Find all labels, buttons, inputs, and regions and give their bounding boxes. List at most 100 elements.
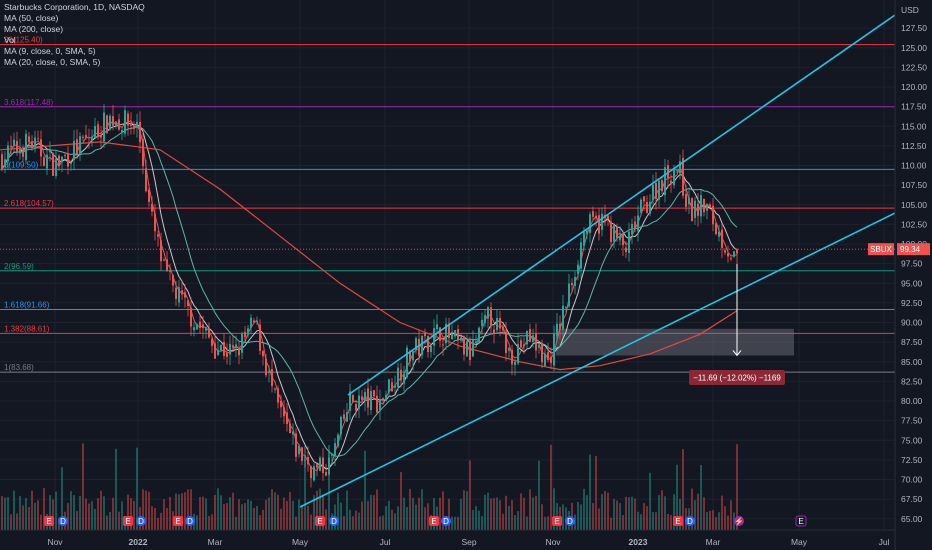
dividend-icon[interactable] bbox=[685, 516, 695, 526]
candle-body bbox=[559, 323, 561, 330]
candle-body bbox=[79, 136, 81, 155]
earnings-icon[interactable] bbox=[673, 516, 683, 526]
volume-bar bbox=[592, 503, 594, 530]
volume-bar bbox=[403, 497, 405, 530]
volume-bar bbox=[727, 515, 729, 530]
indicator-ma200[interactable]: MA (200, close) bbox=[4, 24, 64, 34]
candle-body bbox=[76, 139, 78, 155]
volume-bar bbox=[301, 505, 303, 530]
dividend-icon[interactable] bbox=[185, 516, 195, 526]
volume-bar bbox=[718, 512, 720, 530]
dividend-icon[interactable] bbox=[565, 516, 575, 526]
symbol-title[interactable]: Starbucks Corporation, 1D, NASDAQ bbox=[4, 2, 145, 12]
volume-bar bbox=[526, 516, 528, 530]
volume-bar bbox=[598, 508, 600, 530]
candle-body bbox=[97, 124, 99, 138]
volume-bar bbox=[184, 492, 186, 530]
volume-bar bbox=[289, 492, 291, 530]
volume-bar bbox=[163, 499, 165, 530]
indicator-ma50[interactable]: MA (50, close) bbox=[4, 13, 59, 23]
earnings-icon[interactable] bbox=[173, 516, 183, 526]
time-tick-label: May bbox=[292, 537, 309, 547]
marker-letter: E bbox=[317, 517, 322, 526]
earnings-icon[interactable] bbox=[552, 516, 562, 526]
candle-body bbox=[733, 251, 735, 257]
candle-body bbox=[130, 122, 132, 126]
candle-body bbox=[547, 352, 549, 361]
candle-body bbox=[64, 155, 66, 157]
volume-bar bbox=[490, 498, 492, 530]
candle-body bbox=[457, 329, 459, 341]
volume-bar bbox=[481, 515, 483, 530]
indicator-ma9[interactable]: MA (9, close, 0, SMA, 5) bbox=[4, 46, 96, 56]
candle-body bbox=[490, 307, 492, 327]
candle-body bbox=[520, 340, 522, 348]
volume-bar bbox=[601, 494, 603, 530]
candle-body bbox=[211, 338, 213, 346]
price-range-measure[interactable]: −11.69 (−12.02%) −1169 bbox=[689, 263, 785, 385]
candle-body bbox=[622, 233, 624, 246]
candle-body bbox=[499, 317, 501, 329]
future-earnings-icon[interactable] bbox=[795, 515, 807, 527]
volume-bar bbox=[562, 504, 564, 530]
candle-body bbox=[730, 258, 732, 260]
price-axis-panel bbox=[895, 0, 932, 550]
volume-bar bbox=[691, 488, 693, 530]
marker-letter: D bbox=[60, 517, 66, 526]
candle-body bbox=[373, 390, 375, 397]
volume-bar bbox=[589, 454, 591, 530]
candle-body bbox=[16, 140, 18, 152]
indicator-volume[interactable]: Vol bbox=[4, 35, 16, 45]
earnings-dividend-markers[interactable]: E D E D E D E D E D E D E D ⚡ E bbox=[44, 515, 807, 527]
candle-body bbox=[418, 338, 420, 356]
dividend-icon[interactable] bbox=[329, 516, 339, 526]
dividend-icon[interactable] bbox=[136, 516, 146, 526]
fib-label: 3.618(117.48) bbox=[4, 98, 54, 107]
candle-body bbox=[82, 136, 84, 138]
volume-bar bbox=[346, 490, 348, 530]
volume-bar bbox=[406, 507, 408, 530]
candle-body bbox=[163, 259, 165, 261]
volume-bar bbox=[259, 515, 261, 530]
candle-body bbox=[121, 130, 123, 133]
candle-body bbox=[481, 319, 483, 326]
volume-bar bbox=[379, 516, 381, 530]
earnings-icon[interactable] bbox=[315, 516, 325, 526]
candle-body bbox=[241, 333, 243, 353]
candle-body bbox=[625, 247, 627, 253]
dividend-icon[interactable] bbox=[441, 516, 451, 526]
dividend-icon[interactable] bbox=[58, 516, 68, 526]
marker-letter: D bbox=[187, 517, 193, 526]
earnings-icon[interactable] bbox=[429, 516, 439, 526]
volume-bar bbox=[130, 498, 132, 530]
volume-bar bbox=[670, 515, 672, 530]
candle-body bbox=[484, 315, 486, 323]
volume-bar bbox=[724, 506, 726, 530]
price-tick-label: 80.00 bbox=[901, 396, 923, 406]
candle-body bbox=[268, 371, 270, 373]
volume-bar bbox=[442, 491, 444, 530]
volume-bar bbox=[472, 509, 474, 530]
earnings-icon[interactable] bbox=[123, 516, 133, 526]
volume-bar bbox=[238, 499, 240, 530]
volume-bar bbox=[517, 511, 519, 530]
volume-bar bbox=[94, 509, 96, 530]
current-price-text: 99.34 bbox=[900, 245, 921, 254]
channel-lines[interactable] bbox=[299, 14, 896, 508]
volume-bar bbox=[217, 488, 219, 530]
volume-bar bbox=[52, 499, 54, 530]
candle-body bbox=[295, 433, 297, 457]
upcoming-earnings-icon[interactable] bbox=[734, 516, 744, 526]
indicator-ma20[interactable]: MA (20, close, 0, SMA, 5) bbox=[4, 57, 101, 67]
volume-bar bbox=[673, 494, 675, 530]
volume-bar bbox=[514, 515, 516, 530]
marker-letter: E bbox=[798, 517, 803, 526]
candle-body bbox=[391, 382, 393, 392]
volume-bar bbox=[505, 495, 507, 530]
candle-body bbox=[508, 347, 510, 351]
volume-bar bbox=[652, 512, 654, 530]
earnings-icon[interactable] bbox=[44, 516, 54, 526]
candle-body bbox=[346, 412, 348, 422]
